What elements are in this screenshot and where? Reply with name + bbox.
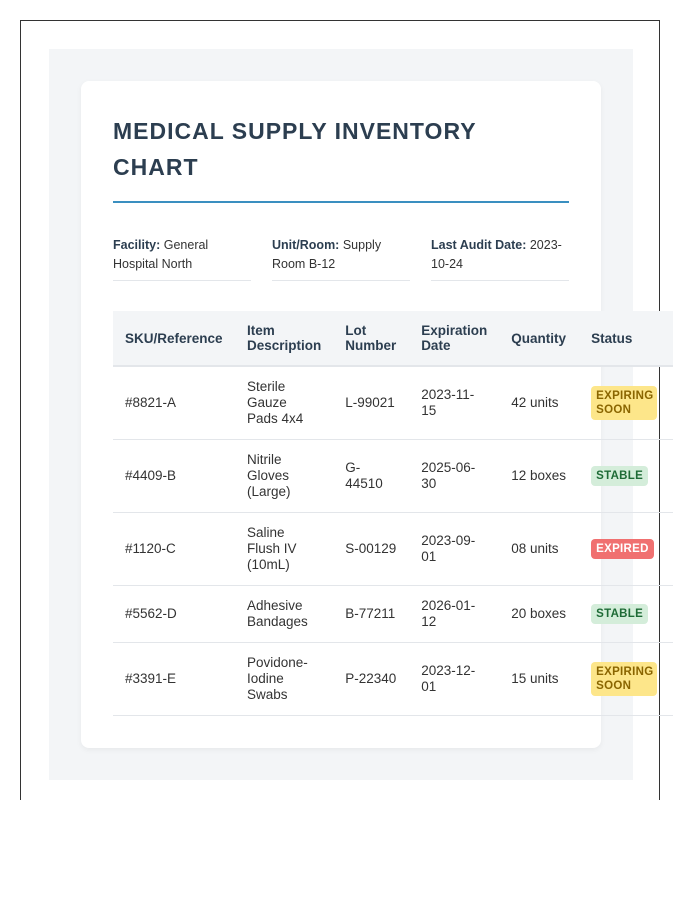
cell-expiration: 2023-11-15 <box>409 366 500 440</box>
cell-item: Sterile Gauze Pads 4x4 <box>234 366 334 440</box>
meta-audit: Last Audit Date: 2023-10-24 <box>431 236 569 281</box>
meta-audit-label: Last Audit Date: <box>431 238 527 252</box>
meta-unit-label: Unit/Room: <box>272 238 340 252</box>
cell-lot: B-77211 <box>333 585 410 643</box>
cell-item: Povidone-Iodine Swabs <box>234 642 334 716</box>
cell-status: STABLE <box>579 439 673 513</box>
inventory-table: SKU/Reference Item Description Lot Numbe… <box>113 311 673 716</box>
cell-status: EXPIRING SOON <box>579 366 673 440</box>
cell-sku: #8821-A <box>113 366 235 440</box>
table-header-row: SKU/Reference Item Description Lot Numbe… <box>113 311 673 367</box>
status-badge: STABLE <box>591 603 649 624</box>
status-badge: EXPIRING SOON <box>591 661 658 696</box>
header-item: Item Description <box>234 311 334 367</box>
header-sku: SKU/Reference <box>113 311 235 367</box>
page-title: MEDICAL SUPPLY INVENTORY CHART <box>113 118 477 180</box>
cell-item: Saline Flush IV (10mL) <box>234 512 334 586</box>
table-row: #1120-C Saline Flush IV (10mL) S-00129 2… <box>113 512 673 586</box>
cell-quantity: 42 units <box>499 366 580 440</box>
table-row: #4409-B Nitrile Gloves (Large) G-44510 2… <box>113 439 673 513</box>
header-lot: Lot Number <box>333 311 410 367</box>
header-status: Status <box>579 311 673 367</box>
meta-unit-value: Supply Room B-12 <box>272 238 382 271</box>
meta-unit: Unit/Room: Supply Room B-12 <box>272 236 410 281</box>
cell-lot: P-22340 <box>333 642 410 716</box>
meta-facility-value: General Hospital North <box>113 238 209 271</box>
status-badge: STABLE <box>591 465 649 486</box>
cell-quantity: 12 boxes <box>499 439 580 513</box>
header-quantity: Quantity <box>499 311 580 367</box>
table-row: #3391-E Povidone-Iodine Swabs P-22340 20… <box>113 642 673 716</box>
cell-quantity: 08 units <box>499 512 580 586</box>
cell-lot: L-99021 <box>333 366 410 440</box>
status-badge: EXPIRING SOON <box>591 385 658 420</box>
status-badge: EXPIRED <box>591 538 654 559</box>
cell-sku: #3391-E <box>113 642 235 716</box>
cell-lot: S-00129 <box>333 512 410 586</box>
cell-lot: G-44510 <box>333 439 410 513</box>
cell-status: EXPIRED <box>579 512 673 586</box>
cell-item: Nitrile Gloves (Large) <box>234 439 334 513</box>
meta-audit-value: 2023-10-24 <box>431 238 562 271</box>
cell-quantity: 15 units <box>499 642 580 716</box>
cell-sku: #1120-C <box>113 512 235 586</box>
cell-item: Adhesive Bandages <box>234 585 334 643</box>
cell-expiration: 2023-09-01 <box>409 512 500 586</box>
meta-facility-label: Facility: <box>113 238 161 252</box>
table-row: #8821-A Sterile Gauze Pads 4x4 L-99021 2… <box>113 366 673 440</box>
cell-sku: #4409-B <box>113 439 235 513</box>
cell-sku: #5562-D <box>113 585 235 643</box>
cell-status: STABLE <box>579 585 673 643</box>
cell-expiration: 2026-01-12 <box>409 585 500 643</box>
cell-quantity: 20 boxes <box>499 585 580 643</box>
table-row: #5562-D Adhesive Bandages B-77211 2026-0… <box>113 585 673 643</box>
meta-facility: Facility: General Hospital North <box>113 236 251 281</box>
cell-expiration: 2025-06-30 <box>409 439 500 513</box>
header-expiration: Expiration Date <box>409 311 500 367</box>
cell-expiration: 2023-12-01 <box>409 642 500 716</box>
cell-status: EXPIRING SOON <box>579 642 673 716</box>
title-divider <box>113 201 569 203</box>
